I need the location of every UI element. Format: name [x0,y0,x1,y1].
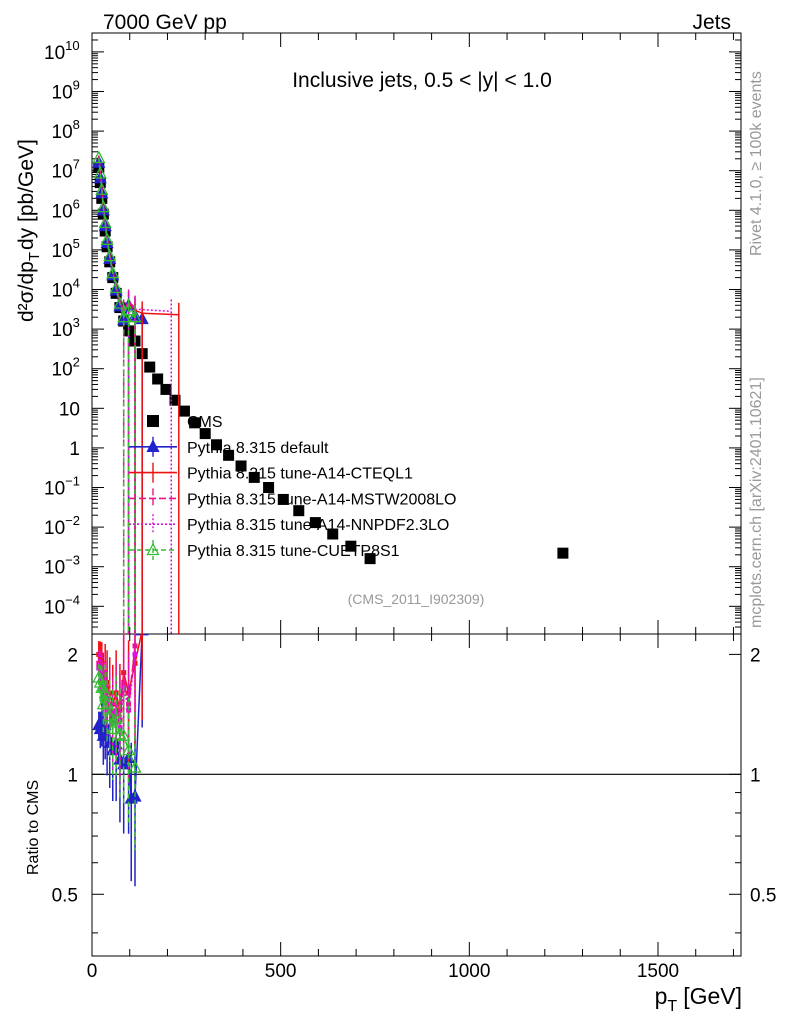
main-y-tick-label: 10−4 [44,592,80,618]
cms-data-point [169,394,181,406]
x-tick-label: 1000 [448,961,490,982]
ratio-y-axis-label: Ratio to CMS [25,780,42,875]
a14_cteql1-ratio-marker [97,656,103,662]
main-plot-axes: 101010910810710610510410310210110−110−21… [44,32,742,635]
main-y-tick-label: 107 [52,157,80,183]
legend-label-a14_mstw: Pythia 8.315 tune-A14-MSTW2008LO [187,491,456,508]
cuetp8s1-marker [106,265,120,279]
legend-marker-pythia_default [146,439,160,452]
legend: CMS Pythia 8.315 default Pythia 8.315 tune… [129,414,456,560]
cuetp8s1-marker [98,215,112,229]
cuetp8s1-marker [96,199,110,213]
main-y-tick-label: 109 [52,77,80,103]
ratio-y-tick-label: 2 [67,645,78,666]
main-y-tick-label: 1 [69,439,80,460]
cms-data-point [235,460,247,472]
cuetp8s1-ratio-marker [109,711,123,724]
ratio-y-tick-label: 1 [67,765,78,786]
cuetp8s1-ratio-marker [122,742,136,756]
cms-data-point [293,505,305,517]
main-y-tick-label: 106 [52,196,80,222]
x-tick-label: 1500 [637,961,679,982]
ratio-y-tick-label-right: 2 [750,645,761,666]
a14_mstw-line [98,156,136,314]
analysis-id: (CMS_2011_I902309) [348,591,485,607]
x-axis-label: pT [GeV] [655,983,742,1015]
cuetp8s1-ratio-marker [100,696,114,710]
x-tick-label: 500 [265,961,297,982]
main-y-tick-label: 10−2 [44,513,80,539]
x-tick-label: 0 [87,961,98,982]
cms-data-point [211,439,223,451]
cuetp8s1-marker [113,296,127,309]
a14_mstw-ratio-marker [132,643,138,649]
legend-marker-cuetp8s1 [146,542,160,556]
ratio-y-tick-label-right: 0.5 [750,885,776,906]
cms-data-point [189,417,201,429]
a14_nnpdf-ratio-marker [132,651,138,657]
ratio-y-tick-label: 0.5 [52,885,78,906]
rivet-label: Rivet 4.1.0, ≥ 100k events [748,71,765,256]
plot-title: Inclusive jets, 0.5 < |y| < 1.0 [292,69,552,92]
legend-marker-cms [147,415,159,427]
main-y-tick-label: 103 [52,315,80,341]
cuetp8s1-ratio-marker [98,685,112,699]
cms-data-point [345,540,357,552]
a14_cteql1-ratio-marker [121,670,127,676]
main-y-tick-label: 108 [52,117,80,143]
cms-data-point [152,373,164,385]
cuetp8s1-marker [95,182,109,195]
main-y-tick-label: 104 [52,276,80,302]
cms-data-point [327,528,339,540]
cms-data-point [144,361,156,373]
cms-data-point [199,428,211,440]
cms-data-point [277,493,289,505]
main-y-axis-label: d²σ/dpTdy [pb/GeV] [15,139,43,322]
cuetp8s1-marker [93,166,107,179]
cuetp8s1-marker [122,302,136,316]
ratio-plot-marks [92,634,149,887]
ratio-y-tick-label-right: 1 [750,765,761,786]
ratio-plot-axes: 0 500 1000 1500 2 2 1 1 0.5 0.5 [52,33,776,982]
main-plot-marks [92,150,569,634]
legend-label-a14_cteql1: Pythia 8.315 tune-A14-CTEQL1 [187,466,413,483]
cuetp8s1-marker [103,248,117,262]
ratio-plot-frame [91,633,742,957]
cuetp8s1-ratio-marker [113,726,127,740]
legend-label-pythia_default: Pythia 8.315 default [187,440,329,457]
legend-label-a14_nnpdf: Pythia 8.315 tune-A14-NNPDF2.3LO [187,517,449,534]
cuetp8s1-marker [128,309,142,323]
a14_mstw-ratio-marker [104,690,110,696]
category-label: Jets [692,11,731,34]
main-y-tick-label: 10−1 [44,474,80,500]
cuetp8s1-marker [92,150,106,164]
cms-data-point [557,547,569,559]
cms-data-point [178,405,190,417]
cms-data-point [364,553,376,565]
cuetp8s1-marker [117,309,131,323]
cms-data-point [263,482,275,494]
cuetp8s1-ratio-marker [128,760,142,773]
cuetp8s1-marker [109,280,123,294]
cuetp8s1-ratio-marker [117,728,131,741]
cms-data-point [248,471,260,483]
main-y-tick-label: 1010 [44,38,80,64]
mcplots-label: mcplots.cern.ch [arXiv:2401.10621] [748,377,765,628]
legend-label-cms: CMS [187,414,223,431]
cms-data-point [309,517,321,529]
legend-label-cuetp8s1: Pythia 8.315 tune-CUETP8S1 [187,543,400,560]
main-y-tick-label: 102 [52,355,80,381]
cuetp8s1-marker [100,232,114,245]
cms-data-point [160,383,172,395]
main-y-tick-label: 105 [52,236,80,262]
main-y-tick-label: 10−3 [44,553,80,579]
a14_nnpdf-ratio-marker [97,670,103,676]
energy-label: 7000 GeV pp [103,11,227,34]
cms-data-point [223,449,235,461]
main-y-tick-label: 10 [59,399,80,420]
